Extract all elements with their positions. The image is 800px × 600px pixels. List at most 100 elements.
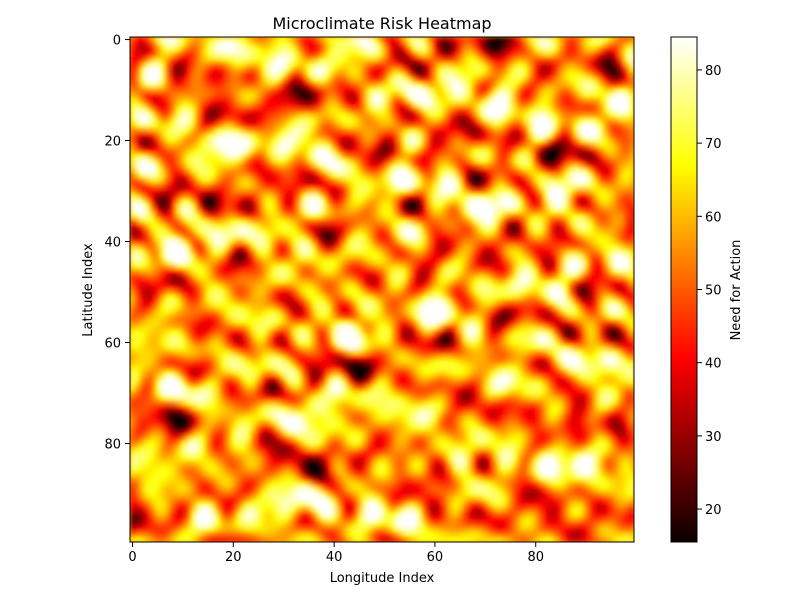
heatmap-cell — [583, 193, 590, 200]
heatmap-cell — [281, 67, 287, 73]
heatmap-cell — [331, 122, 338, 129]
heatmap-cell — [145, 218, 151, 225]
heatmap-cell — [432, 127, 439, 134]
heatmap-cell — [598, 67, 605, 73]
heatmap-cell — [523, 218, 529, 225]
heatmap-cell — [366, 193, 373, 200]
heatmap-cell — [608, 148, 615, 154]
heatmap-cell — [140, 153, 146, 159]
heatmap-cell — [256, 254, 262, 260]
heatmap-cell — [230, 37, 237, 43]
heatmap-cell — [462, 143, 469, 149]
heatmap-cell — [356, 117, 363, 124]
heatmap-cell — [583, 57, 590, 63]
heatmap-cell — [513, 143, 519, 149]
heatmap-cell — [472, 112, 479, 119]
heatmap-cell — [250, 153, 257, 159]
heatmap-cell — [442, 77, 449, 84]
heatmap-cell — [467, 143, 474, 149]
heatmap-cell — [558, 233, 565, 240]
heatmap-cell — [472, 102, 479, 109]
heatmap-cell — [593, 62, 600, 68]
heatmap-cell — [346, 153, 353, 159]
heatmap-cell — [548, 158, 554, 164]
heatmap-cell — [588, 112, 595, 119]
heatmap-cell — [412, 122, 418, 129]
heatmap-cell — [538, 284, 544, 291]
heatmap-cell — [563, 153, 570, 159]
heatmap-cell — [598, 173, 605, 179]
heatmap-cell — [271, 143, 277, 149]
heatmap-cell — [548, 218, 554, 225]
heatmap-cell — [457, 163, 464, 169]
heatmap-cell — [523, 193, 529, 200]
heatmap-cell — [583, 178, 590, 185]
heatmap-cell — [331, 107, 338, 114]
heatmap-cell — [250, 198, 257, 205]
heatmap-cell — [190, 37, 197, 43]
heatmap-cell — [175, 153, 181, 159]
heatmap-cell — [462, 127, 469, 134]
heatmap-cell — [331, 223, 338, 230]
heatmap-cell — [150, 279, 156, 286]
heatmap-cell — [190, 264, 197, 270]
heatmap-cell — [220, 163, 227, 169]
heatmap-cell — [346, 97, 353, 104]
heatmap-cell — [316, 112, 323, 119]
heatmap-cell — [457, 72, 464, 78]
heatmap-cell — [135, 42, 141, 48]
heatmap-cell — [427, 143, 433, 149]
heatmap-cell — [321, 52, 328, 58]
heatmap-cell — [422, 193, 428, 200]
heatmap-cell — [351, 102, 358, 109]
heatmap-cell — [623, 279, 630, 286]
heatmap-cell — [392, 87, 398, 94]
heatmap-cell — [225, 82, 232, 89]
heatmap-cell — [361, 62, 368, 68]
heatmap-cell — [326, 57, 333, 63]
heatmap-cell — [563, 228, 570, 235]
heatmap-cell — [487, 284, 494, 291]
heatmap-cell — [528, 82, 534, 89]
heatmap-cell — [613, 269, 620, 275]
heatmap-cell — [205, 72, 212, 78]
heatmap-cell — [296, 87, 302, 94]
heatmap-cell — [593, 82, 600, 89]
heatmap-cell — [276, 279, 282, 286]
heatmap-cell — [437, 233, 444, 240]
heatmap-cell — [145, 117, 151, 124]
heatmap-cell — [331, 233, 338, 240]
heatmap-cell — [422, 173, 428, 179]
heatmap-cell — [225, 178, 232, 185]
heatmap-cell — [447, 148, 454, 154]
heatmap-cell — [548, 57, 554, 63]
heatmap-cell — [215, 107, 222, 114]
heatmap-cell — [613, 138, 620, 144]
heatmap-cell — [230, 279, 237, 286]
heatmap-cell — [467, 244, 474, 250]
heatmap-cell — [306, 208, 313, 215]
heatmap-cell — [286, 138, 292, 144]
heatmap-cell — [623, 188, 630, 195]
heatmap-cell — [457, 183, 464, 190]
heatmap-cell — [331, 82, 338, 89]
heatmap-cell — [140, 213, 146, 220]
heatmap-cell — [412, 47, 418, 53]
heatmap-cell — [150, 183, 156, 190]
heatmap-cell — [422, 153, 428, 159]
heatmap-cell — [286, 143, 292, 149]
heatmap-cell — [573, 233, 580, 240]
heatmap-cell — [351, 228, 358, 235]
heatmap-cell — [467, 213, 474, 220]
heatmap-cell — [296, 213, 302, 220]
heatmap-cell — [215, 168, 222, 174]
heatmap-cell — [497, 208, 504, 215]
heatmap-cell — [155, 127, 161, 134]
heatmap-cell — [250, 223, 257, 230]
heatmap-cell — [376, 259, 383, 265]
heatmap-cell — [462, 153, 469, 159]
heatmap-cell — [548, 284, 554, 291]
heatmap-cell — [185, 112, 192, 119]
heatmap-cell — [225, 264, 232, 270]
heatmap-cell — [341, 168, 348, 174]
